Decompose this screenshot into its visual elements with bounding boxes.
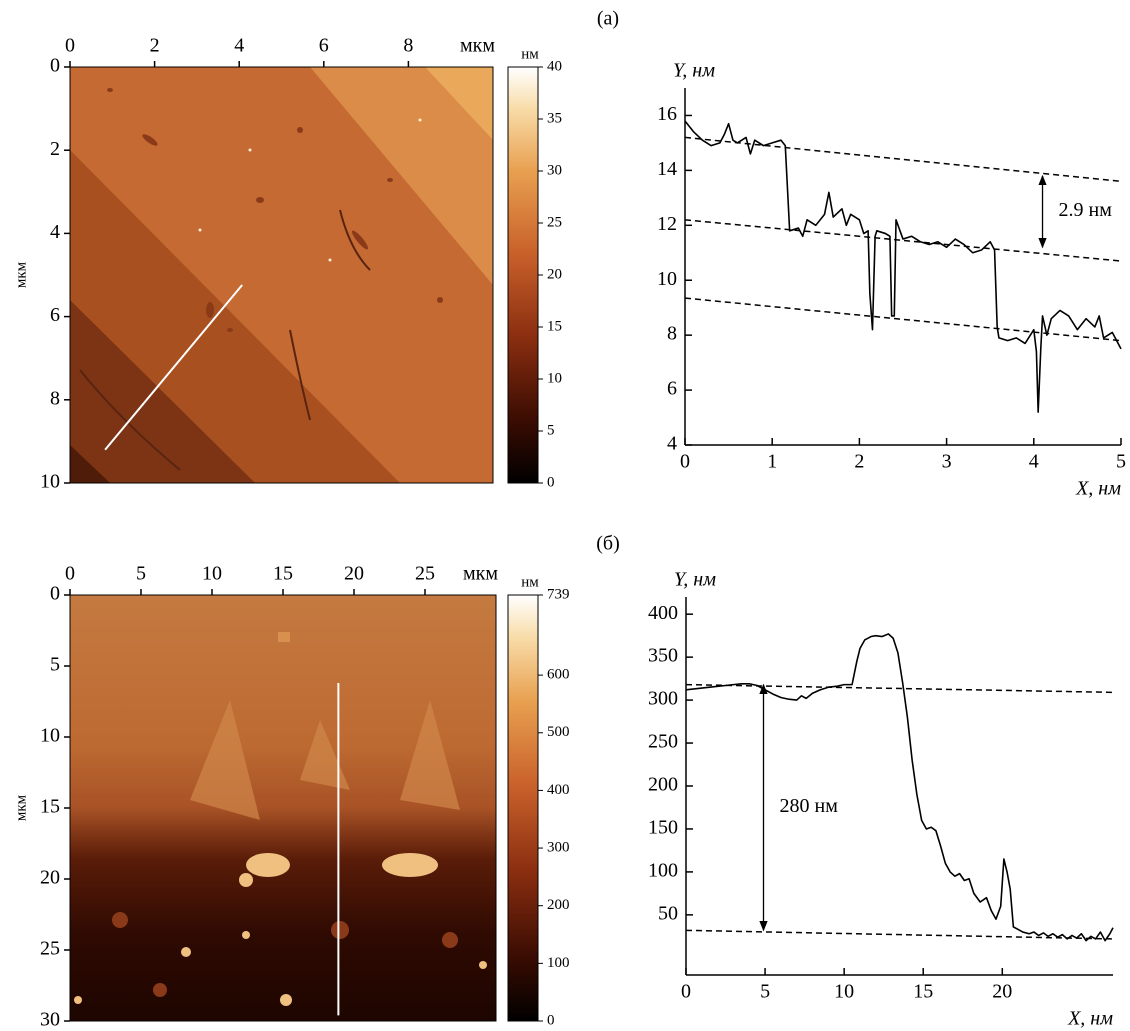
x-axis-label: X, нм [1075, 478, 1121, 500]
colorbar [507, 66, 539, 484]
reference-line [684, 136, 1122, 183]
panel-label: (а) [597, 8, 619, 30]
y-tick-label: 10 [40, 471, 60, 493]
y-tick-label: 8 [50, 387, 60, 409]
x-tick-label: 4 [234, 35, 244, 57]
x-tick-label: 1 [767, 451, 777, 473]
image-frame [69, 66, 494, 484]
x-tick-label: 10 [202, 563, 222, 585]
colorbar-tick-label: 35 [547, 110, 562, 126]
y-tick-label: 6 [50, 304, 60, 326]
x-tick-label: 10 [834, 981, 854, 1003]
colorbar-tick-label: 739 [547, 586, 570, 602]
y-tick-label: 250 [648, 731, 678, 753]
colorbar-tick-label: 200 [547, 897, 570, 913]
x-tick-label: 5 [760, 981, 770, 1003]
colorbar-tick-label: 400 [547, 782, 570, 798]
x-unit: мкм [463, 563, 498, 585]
scan-line [104, 284, 243, 451]
colorbar-label: нм [521, 574, 539, 590]
colorbar-tick-label: 15 [547, 318, 562, 334]
reference-line [685, 929, 1114, 940]
profile-line [684, 120, 1122, 413]
y-tick-label: 200 [648, 774, 678, 796]
charts: (а)(б)0 2 4 6 8 мкм0246810мкм0510152025303540… [13, 8, 1126, 1031]
colorbar-tick-label: 600 [547, 667, 570, 683]
colorbar-tick-label: 25 [547, 214, 562, 230]
x-tick-label: 0 [65, 35, 75, 57]
y-axis-label: мкм [13, 794, 29, 821]
afm-image [70, 595, 496, 1021]
y-tick-label: 6 [667, 378, 677, 400]
colorbar-tick-label: 5 [547, 422, 555, 438]
colorbar [507, 594, 539, 1022]
y-tick-label: 30 [40, 1009, 60, 1031]
x-tick-label: 4 [1029, 451, 1039, 473]
x-tick-label: 20 [992, 981, 1012, 1003]
x-tick-label: 2 [150, 35, 160, 57]
reference-line [684, 297, 1122, 342]
x-tick-label: 0 [680, 451, 690, 473]
x-tick-label: 2 [854, 451, 864, 473]
y-axis-label: Y, нм [673, 60, 715, 82]
measurement-label: 280 нм [779, 795, 838, 817]
y-tick-label: 4 [50, 221, 60, 243]
panel-label: (б) [596, 533, 620, 555]
y-tick-label: 25 [40, 938, 60, 960]
y-tick-label: 10 [40, 725, 60, 747]
y-tick-label: 10 [657, 268, 677, 290]
x-tick-label: 5 [136, 563, 146, 585]
measurement-label: 2.9 нм [1059, 199, 1113, 221]
x-tick-label: 20 [344, 563, 364, 585]
y-tick-label: 8 [667, 323, 677, 345]
y-tick-label: 400 [648, 602, 678, 624]
y-tick-label: 100 [648, 860, 678, 882]
y-tick-label: 50 [658, 902, 678, 924]
colorbar-tick-label: 20 [547, 266, 562, 282]
y-tick-label: 0 [50, 583, 60, 605]
y-tick-label: 350 [648, 645, 678, 667]
y-tick-label: 0 [50, 55, 60, 77]
y-tick-label: 14 [657, 158, 677, 180]
y-tick-label: 2 [50, 138, 60, 160]
x-tick-label: 15 [273, 563, 293, 585]
x-tick-label: 0 [65, 563, 75, 585]
reference-line [685, 683, 1114, 694]
x-tick-label: 6 [319, 35, 329, 57]
afm-image [70, 67, 493, 483]
y-tick-label: 15 [40, 796, 60, 818]
colorbar-tick-label: 500 [547, 724, 570, 740]
x-tick-label: 5 [1116, 451, 1126, 473]
x-axis-label: X, нм [1067, 1008, 1113, 1030]
colorbar-tick-label: 300 [547, 840, 570, 856]
colorbar-tick-label: 10 [547, 370, 562, 386]
x-tick-label: 8 [403, 35, 413, 57]
y-tick-label: 16 [657, 103, 677, 125]
x-tick-label: 25 [415, 563, 435, 585]
x-tick-label: 15 [913, 981, 933, 1003]
x-tick-label: 3 [942, 451, 952, 473]
colorbar-tick-label: 0 [547, 1012, 555, 1028]
colorbar-tick-label: 0 [547, 474, 555, 490]
profile-line [685, 633, 1114, 942]
y-tick-label: 5 [50, 654, 60, 676]
x-unit: мкм [460, 35, 495, 57]
colorbar-tick-label: 30 [547, 162, 562, 178]
x-tick-label: 0 [681, 981, 691, 1003]
reference-line [684, 219, 1122, 262]
y-tick-label: 150 [648, 817, 678, 839]
y-tick-label: 4 [667, 433, 677, 455]
colorbar-tick-label: 40 [547, 58, 562, 74]
y-axis-label: Y, нм [674, 569, 716, 591]
colorbar-tick-label: 100 [547, 955, 570, 971]
y-tick-label: 12 [657, 213, 677, 235]
y-axis-label: мкм [13, 261, 29, 288]
y-tick-label: 20 [40, 867, 60, 889]
y-tick-label: 300 [648, 688, 678, 710]
colorbar-label: нм [521, 46, 539, 62]
